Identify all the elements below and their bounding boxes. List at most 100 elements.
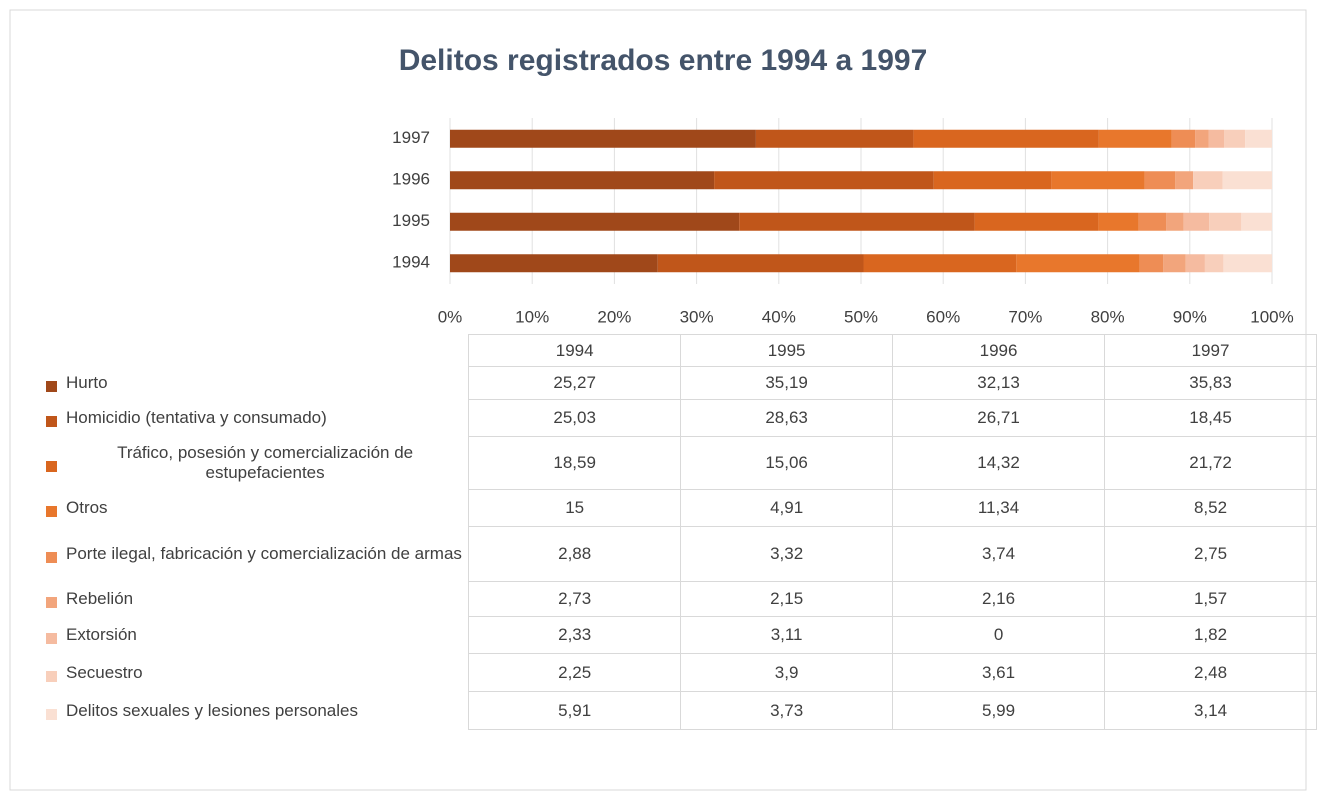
legend-marker	[46, 633, 57, 644]
table-value-cell: 18,45	[1104, 399, 1317, 437]
y-tick-label: 1997	[392, 128, 430, 147]
table-value-cell: 14,32	[892, 436, 1106, 490]
y-tick-label: 1994	[392, 253, 430, 272]
table-row: Secuestro 2,25 3,9 3,61 2,48	[36, 653, 1317, 692]
series-name-cell: Rebelión	[36, 582, 469, 617]
table-value-cell: 3,61	[892, 653, 1106, 692]
legend-marker	[46, 381, 57, 392]
legend-label: Rebelión	[66, 589, 134, 608]
x-tick-label: 80%	[1091, 307, 1125, 326]
table-value-cell: 2,88	[468, 526, 682, 582]
bar-segment	[1245, 129, 1272, 148]
table-value-cell: 1,82	[1104, 616, 1317, 654]
bar-segment	[1016, 254, 1140, 273]
table-value-cell: 3,14	[1104, 691, 1317, 730]
x-tick-label: 40%	[762, 307, 796, 326]
legend-label: Homicidio (tentativa y consumado)	[66, 408, 327, 427]
legend-label: Hurto	[66, 373, 108, 392]
bar-segment	[1193, 171, 1223, 190]
legend-marker	[46, 597, 57, 608]
table-value-cell: 2,15	[680, 581, 894, 617]
table-value-cell: 3,74	[892, 526, 1106, 582]
bar-segment	[450, 212, 740, 231]
legend-label: Secuestro	[66, 662, 143, 682]
bar-segment	[1138, 212, 1167, 231]
legend-label: Otros	[66, 498, 108, 517]
table-value-cell: 0	[892, 616, 1106, 654]
legend-marker	[46, 461, 57, 472]
legend-label: Porte ilegal, fabricación y comercializa…	[66, 544, 462, 563]
legend-marker	[46, 506, 57, 517]
series-name-cell: Tráfico, posesión y comercialización de …	[36, 437, 469, 490]
bar-segment	[1183, 212, 1210, 231]
bar-segment	[1175, 171, 1194, 190]
x-tick-label: 90%	[1173, 307, 1207, 326]
table-value-cell: 4,91	[680, 489, 894, 527]
bar-segment	[1139, 254, 1164, 273]
bar-segment	[1098, 129, 1172, 148]
bar-segment	[1144, 171, 1176, 190]
bar-segment	[1241, 212, 1272, 231]
table-value-cell: 18,59	[468, 436, 682, 490]
table-row: Otros 15 4,91 11,34 8,52	[36, 489, 1317, 527]
table-value-cell: 2,16	[892, 581, 1106, 617]
bar-segment	[933, 171, 1052, 190]
bar-segment	[1223, 254, 1272, 273]
x-tick-label: 20%	[597, 307, 631, 326]
table-value-cell: 3,32	[680, 526, 894, 582]
table-row: Hurto 25,27 35,19 32,13 35,83	[36, 366, 1317, 400]
series-name-cell: Extorsión	[36, 617, 469, 654]
table-row: Extorsión 2,33 3,11 0 1,82	[36, 616, 1317, 654]
table-corner	[36, 335, 469, 367]
table-value-cell: 2,33	[468, 616, 682, 654]
x-tick-label: 60%	[926, 307, 960, 326]
x-tick-label: 70%	[1008, 307, 1042, 326]
bar-segment	[1171, 129, 1196, 148]
table-header-cell: 1997	[1104, 334, 1317, 367]
table-value-cell: 15,06	[680, 436, 894, 490]
table-value-cell: 35,83	[1104, 366, 1317, 400]
bar-segment	[657, 254, 864, 273]
bar-segment	[1209, 212, 1242, 231]
legend-label: Extorsión	[66, 625, 137, 644]
table-value-cell: 25,03	[468, 399, 682, 437]
table-value-cell: 5,99	[892, 691, 1106, 730]
table-value-cell: 15	[468, 489, 682, 527]
bar-segment	[1222, 171, 1272, 190]
legend-marker	[46, 670, 57, 682]
x-tick-label: 50%	[844, 307, 878, 326]
table-value-cell: 28,63	[680, 399, 894, 437]
table-header-cell: 1994	[468, 334, 682, 367]
bar-segment	[974, 212, 1099, 231]
table-value-cell: 2,73	[468, 581, 682, 617]
table-value-cell: 35,19	[680, 366, 894, 400]
bar-segment	[450, 171, 715, 190]
data-table: 1994 1995 1996 1997 Hurto 25,27 35,19 32,13 35,8…	[36, 334, 1317, 730]
table-value-cell: 1,57	[1104, 581, 1317, 617]
bar-segment	[1098, 212, 1139, 231]
table-value-cell: 21,72	[1104, 436, 1317, 490]
table-value-cell: 8,52	[1104, 489, 1317, 527]
table-value-cell: 25,27	[468, 366, 682, 400]
series-name-cell: Secuestro	[36, 654, 469, 692]
bar-segment	[1195, 129, 1209, 148]
chart-title: Delitos registrados entre 1994 a 1997	[399, 44, 928, 77]
bar-segment	[739, 212, 975, 231]
bar-segment	[1208, 129, 1225, 148]
table-value-cell: 5,91	[468, 691, 682, 730]
bar-segment	[755, 129, 914, 148]
series-name-cell: Porte ilegal, fabricación y comercializa…	[36, 527, 469, 582]
bar-segment	[1204, 254, 1224, 273]
x-tick-label: 10%	[515, 307, 549, 326]
table-value-cell: 2,48	[1104, 653, 1317, 692]
table-header-cell: 1995	[680, 334, 894, 367]
series-name-cell: Otros	[36, 490, 469, 527]
table-value-cell: 3,73	[680, 691, 894, 730]
series-name-cell: Homicidio (tentativa y consumado)	[36, 400, 469, 437]
x-tick-label: 100%	[1250, 307, 1293, 326]
table-row: Rebelión 2,73 2,15 2,16 1,57	[36, 581, 1317, 617]
bar-segment	[1051, 171, 1145, 190]
y-tick-label: 1996	[392, 170, 430, 189]
bar-segment	[913, 129, 1099, 148]
x-tick-label: 0%	[438, 307, 463, 326]
